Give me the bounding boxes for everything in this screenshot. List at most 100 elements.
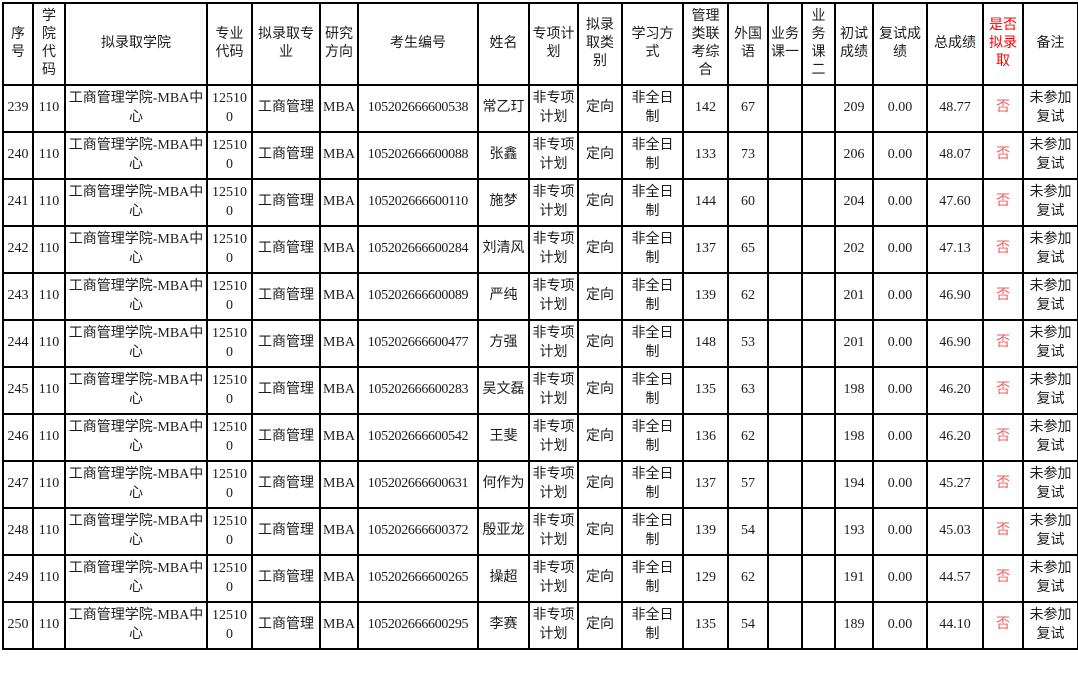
cell-name: 施梦	[477, 178, 530, 227]
cell-course1	[767, 554, 803, 603]
cell-major_code: 125100	[206, 507, 253, 556]
admission-results-table: 序号 学院代码 拟录取学院 专业代码 拟录取专业 研究方向 考生编号 姓名 专项计划 拟录取类别学…	[2, 2, 1078, 650]
cell-course2	[801, 366, 836, 415]
cell-college_code: 110	[32, 460, 66, 509]
cell-study_mode: 非全日制	[621, 84, 684, 133]
cell-candidate_no: 105202666600295	[357, 601, 479, 650]
cell-college: 工商管理学院-MBA中心	[64, 272, 208, 321]
cell-college_code: 110	[32, 84, 66, 133]
cell-study_mode: 非全日制	[621, 460, 684, 509]
cell-retest_score: 0.00	[872, 319, 928, 368]
cell-candidate_no: 105202666600089	[357, 272, 479, 321]
table-row: 245 110 工商管理学院-MBA中心 125100 工商管理 MBA 105202666…	[2, 366, 1078, 415]
col-header-admit_category: 拟录取类别	[577, 2, 623, 86]
cell-seq: 239	[2, 84, 34, 133]
cell-major_code: 125100	[206, 413, 253, 462]
cell-initial_score: 194	[834, 460, 874, 509]
cell-candidate_no: 105202666600088	[357, 131, 479, 180]
cell-total_score: 47.60	[926, 178, 984, 227]
cell-admit_category: 定向	[577, 460, 623, 509]
cell-course1	[767, 131, 803, 180]
table-body: 239 110 工商管理学院-MBA中心 125100 工商管理 MBA 105202666…	[2, 84, 1078, 650]
cell-initial_score: 201	[834, 319, 874, 368]
cell-retest_score: 0.00	[872, 601, 928, 650]
cell-total_score: 44.10	[926, 601, 984, 650]
cell-seq: 240	[2, 131, 34, 180]
col-header-college_code: 学院代码	[32, 2, 66, 86]
cell-special_plan: 非专项计划	[528, 225, 579, 274]
cell-major_code: 125100	[206, 366, 253, 415]
cell-admit_category: 定向	[577, 225, 623, 274]
cell-special_plan: 非专项计划	[528, 601, 579, 650]
col-header-special_plan: 专项计划	[528, 2, 579, 86]
cell-major: 工商管理	[251, 601, 321, 650]
cell-retest_score: 0.00	[872, 131, 928, 180]
cell-course1	[767, 601, 803, 650]
cell-retest_score: 0.00	[872, 413, 928, 462]
cell-retest_score: 0.00	[872, 554, 928, 603]
cell-special_plan: 非专项计划	[528, 507, 579, 556]
cell-direction: MBA	[319, 460, 359, 509]
cell-candidate_no: 105202666600538	[357, 84, 479, 133]
cell-foreign_lang: 62	[727, 554, 769, 603]
cell-major: 工商管理	[251, 319, 321, 368]
table-row: 241 110 工商管理学院-MBA中心 125100 工商管理 MBA 105202666…	[2, 178, 1078, 227]
cell-direction: MBA	[319, 272, 359, 321]
col-header-seq: 序号	[2, 2, 34, 86]
cell-course1	[767, 460, 803, 509]
cell-major_code: 125100	[206, 460, 253, 509]
cell-remark: 未参加复试	[1022, 366, 1078, 415]
cell-admit_category: 定向	[577, 131, 623, 180]
cell-college_code: 110	[32, 601, 66, 650]
col-header-major: 拟录取专业	[251, 2, 321, 86]
cell-special_plan: 非专项计划	[528, 131, 579, 180]
cell-study_mode: 非全日制	[621, 272, 684, 321]
col-header-foreign_lang: 外国语	[727, 2, 769, 86]
cell-retest_score: 0.00	[872, 225, 928, 274]
cell-admitted: 否	[982, 178, 1024, 227]
cell-foreign_lang: 62	[727, 413, 769, 462]
cell-college_code: 110	[32, 554, 66, 603]
cell-seq: 250	[2, 601, 34, 650]
cell-course1	[767, 366, 803, 415]
cell-initial_score: 191	[834, 554, 874, 603]
table-row: 248 110 工商管理学院-MBA中心 125100 工商管理 MBA 105202666…	[2, 507, 1078, 556]
cell-course2	[801, 554, 836, 603]
cell-college: 工商管理学院-MBA中心	[64, 507, 208, 556]
cell-course2	[801, 319, 836, 368]
cell-course2	[801, 84, 836, 133]
cell-total_score: 48.07	[926, 131, 984, 180]
cell-retest_score: 0.00	[872, 178, 928, 227]
cell-admitted: 否	[982, 601, 1024, 650]
cell-total_score: 46.20	[926, 366, 984, 415]
table-row: 247 110 工商管理学院-MBA中心 125100 工商管理 MBA 105202666…	[2, 460, 1078, 509]
cell-seq: 243	[2, 272, 34, 321]
cell-major: 工商管理	[251, 225, 321, 274]
cell-initial_score: 201	[834, 272, 874, 321]
cell-major_code: 125100	[206, 84, 253, 133]
cell-total_score: 45.03	[926, 507, 984, 556]
cell-remark: 未参加复试	[1022, 413, 1078, 462]
cell-major: 工商管理	[251, 131, 321, 180]
cell-initial_score: 193	[834, 507, 874, 556]
cell-direction: MBA	[319, 601, 359, 650]
col-header-name: 姓名	[477, 2, 530, 86]
cell-course1	[767, 507, 803, 556]
cell-admitted: 否	[982, 366, 1024, 415]
table-row: 249 110 工商管理学院-MBA中心 125100 工商管理 MBA 105202666…	[2, 554, 1078, 603]
cell-special_plan: 非专项计划	[528, 554, 579, 603]
cell-candidate_no: 105202666600372	[357, 507, 479, 556]
cell-college_code: 110	[32, 413, 66, 462]
cell-total_score: 47.13	[926, 225, 984, 274]
cell-initial_score: 198	[834, 366, 874, 415]
cell-major: 工商管理	[251, 178, 321, 227]
cell-study_mode: 非全日制	[621, 554, 684, 603]
cell-direction: MBA	[319, 225, 359, 274]
cell-college_code: 110	[32, 131, 66, 180]
cell-name: 刘清风	[477, 225, 530, 274]
cell-candidate_no: 105202666600631	[357, 460, 479, 509]
cell-admit_category: 定向	[577, 554, 623, 603]
cell-mgmt_exam: 139	[682, 272, 729, 321]
cell-major_code: 125100	[206, 178, 253, 227]
cell-candidate_no: 105202666600542	[357, 413, 479, 462]
